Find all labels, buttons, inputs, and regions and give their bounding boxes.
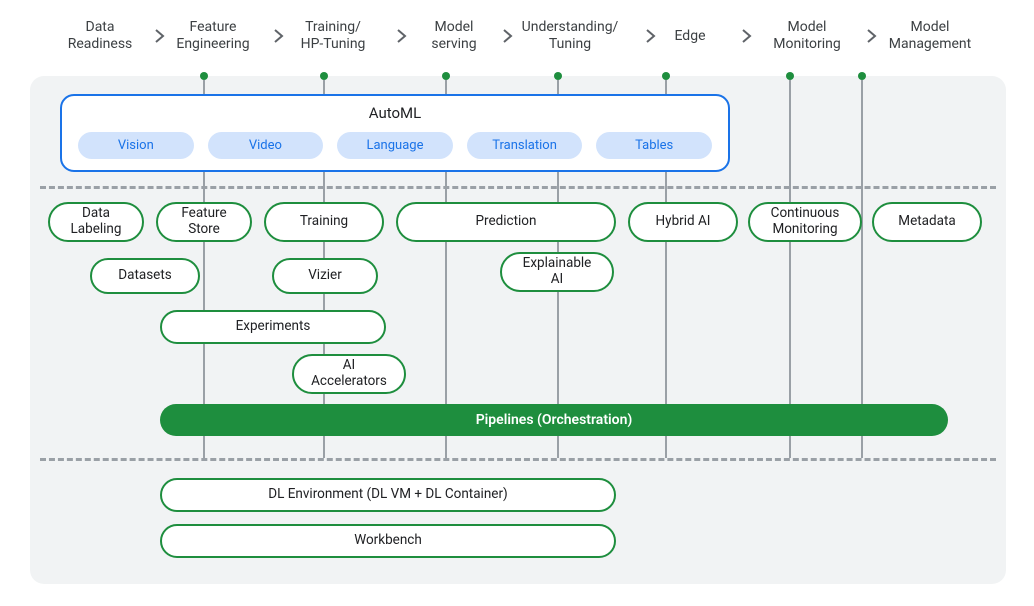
pipelines-bar: Pipelines (Orchestration) [160,404,948,436]
automl-title: AutoML [78,104,712,122]
stage: Model Management [880,19,980,53]
swimlane-line [861,80,863,408]
automl-pill: Language [337,132,453,159]
swimlane-line [557,434,559,458]
swimlane-line [445,434,447,458]
stage: Training/ HP-Tuning [288,19,378,53]
service-pill: AI Accelerators [292,354,406,394]
stage: Understanding/ Tuning [510,19,630,53]
pipelines-label: Pipelines (Orchestration) [476,412,633,428]
stage-label: Edge [660,28,720,45]
stage-label: Data Readiness [60,19,140,53]
swimlane-line [323,434,325,458]
stage-label: Feature Engineering [168,19,258,53]
service-pill: Datasets [90,258,200,294]
automl-pill: Vision [78,132,194,159]
dash-separator [40,458,996,461]
stage: Model serving [414,19,494,53]
service-pill: Workbench [160,524,616,558]
chevron-right-icon [155,29,165,43]
swimlane-line [789,434,791,458]
automl-pill: Tables [596,132,712,159]
service-pill: Feature Store [156,202,252,242]
stage-label: Model Monitoring [762,19,852,53]
stage-label: Model Management [880,19,980,53]
chevron-right-icon [742,29,752,43]
stage-label: Training/ HP-Tuning [288,19,378,53]
stage: Edge [660,28,720,45]
stage-label: Understanding/ Tuning [510,19,630,53]
service-pill: Vizier [272,258,378,294]
service-pill: Prediction [396,202,616,242]
swimlane-dot [200,72,208,80]
service-pill: Hybrid AI [628,202,738,242]
stage: Model Monitoring [762,19,852,53]
stages-header: Data Readiness Feature Engineering Trainin… [0,12,1034,60]
diagram-root: Data Readiness Feature Engineering Trainin… [0,0,1034,606]
stage: Data Readiness [60,19,140,53]
swimlane-dot [662,72,670,80]
stage: Feature Engineering [168,19,258,53]
chevron-right-icon [867,29,877,43]
automl-container: AutoML Vision Video Language Translation Tab… [60,94,730,172]
swimlane-dot [320,72,328,80]
swimlane-dot [554,72,562,80]
service-pill: Explainable AI [500,252,614,292]
chevron-right-icon [274,29,284,43]
automl-pills-row: Vision Video Language Translation Tables [78,132,712,159]
chevron-right-icon [646,29,656,43]
service-pill: Experiments [160,310,386,344]
automl-pill: Video [208,132,324,159]
service-pill: Training [264,202,384,242]
service-pill: Metadata [872,202,982,242]
swimlane-line [861,434,863,458]
swimlane-dot [858,72,866,80]
chevron-right-icon [397,29,407,43]
swimlane-line [789,80,791,408]
swimlane-line [665,434,667,458]
service-pill: Continuous Monitoring [748,202,862,242]
automl-pill: Translation [467,132,583,159]
stage-label: Model serving [414,19,494,53]
swimlane-line [203,434,205,458]
dash-separator [40,186,996,189]
service-pill: DL Environment (DL VM + DL Container) [160,478,616,512]
swimlane-dot [442,72,450,80]
swimlane-dot [786,72,794,80]
service-pill: Data Labeling [48,202,144,242]
